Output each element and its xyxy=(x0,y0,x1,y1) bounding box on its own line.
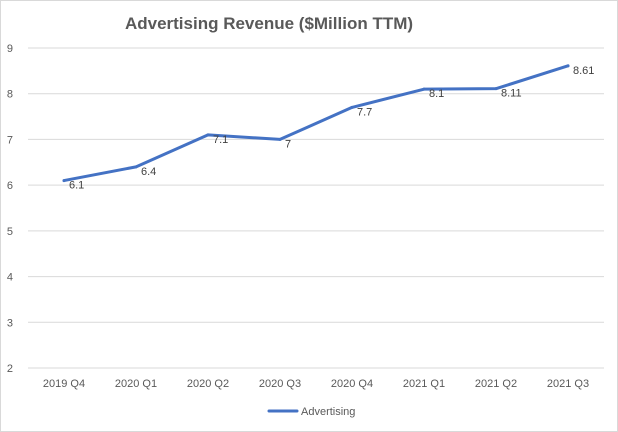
data-point[interactable] xyxy=(134,165,138,169)
data-label: 8.61 xyxy=(573,65,594,77)
x-tick-label: 2020 Q4 xyxy=(331,378,373,390)
data-label: 8.11 xyxy=(501,88,522,100)
data-point[interactable] xyxy=(350,105,354,109)
y-tick-label: 8 xyxy=(7,89,13,101)
x-tick-label: 2020 Q2 xyxy=(187,378,229,390)
data-point[interactable] xyxy=(278,137,282,141)
x-tick-label: 2021 Q2 xyxy=(475,378,517,390)
y-tick-label: 6 xyxy=(7,180,13,192)
data-point[interactable] xyxy=(62,179,66,183)
data-label: 7.7 xyxy=(357,106,372,118)
data-label: 7 xyxy=(285,138,291,150)
x-tick-label: 2020 Q1 xyxy=(115,378,157,390)
series-layer xyxy=(62,64,570,183)
data-label: 6.1 xyxy=(69,180,84,192)
data-point[interactable] xyxy=(422,87,426,91)
y-tick-label: 5 xyxy=(7,226,13,238)
x-tick-label: 2021 Q3 xyxy=(547,378,589,390)
data-point[interactable] xyxy=(494,87,498,91)
data-label: 6.4 xyxy=(141,166,156,178)
data-point[interactable] xyxy=(206,133,210,137)
gridlines xyxy=(28,47,604,369)
y-tick-label: 7 xyxy=(7,134,13,146)
y-tick-label: 2 xyxy=(7,363,13,375)
y-tick-label: 4 xyxy=(7,272,13,284)
x-tick-label: 2021 Q1 xyxy=(403,378,445,390)
data-labels: 6.1 6.4 7.1 7 7.7 8.1 8.11 8.61 xyxy=(69,65,594,192)
data-label: 7.1 xyxy=(213,134,228,146)
x-tick-label: 2019 Q4 xyxy=(43,378,85,390)
x-tick-label: 2020 Q3 xyxy=(259,378,301,390)
y-axis-tick-labels: 2 3 4 5 6 7 8 9 xyxy=(7,43,13,375)
data-point[interactable] xyxy=(566,64,570,68)
series-line-advertising[interactable] xyxy=(62,64,570,183)
y-tick-label: 3 xyxy=(7,317,13,329)
data-label: 8.1 xyxy=(429,88,444,100)
x-axis-tick-labels: 2019 Q4 2020 Q1 2020 Q2 2020 Q3 2020 Q4 2021 … xyxy=(43,378,589,390)
legend[interactable]: Advertising xyxy=(267,406,355,418)
chart-title: Advertising Revenue ($Million TTM) xyxy=(125,14,413,33)
legend-label: Advertising xyxy=(301,406,355,418)
y-tick-label: 9 xyxy=(7,43,13,55)
